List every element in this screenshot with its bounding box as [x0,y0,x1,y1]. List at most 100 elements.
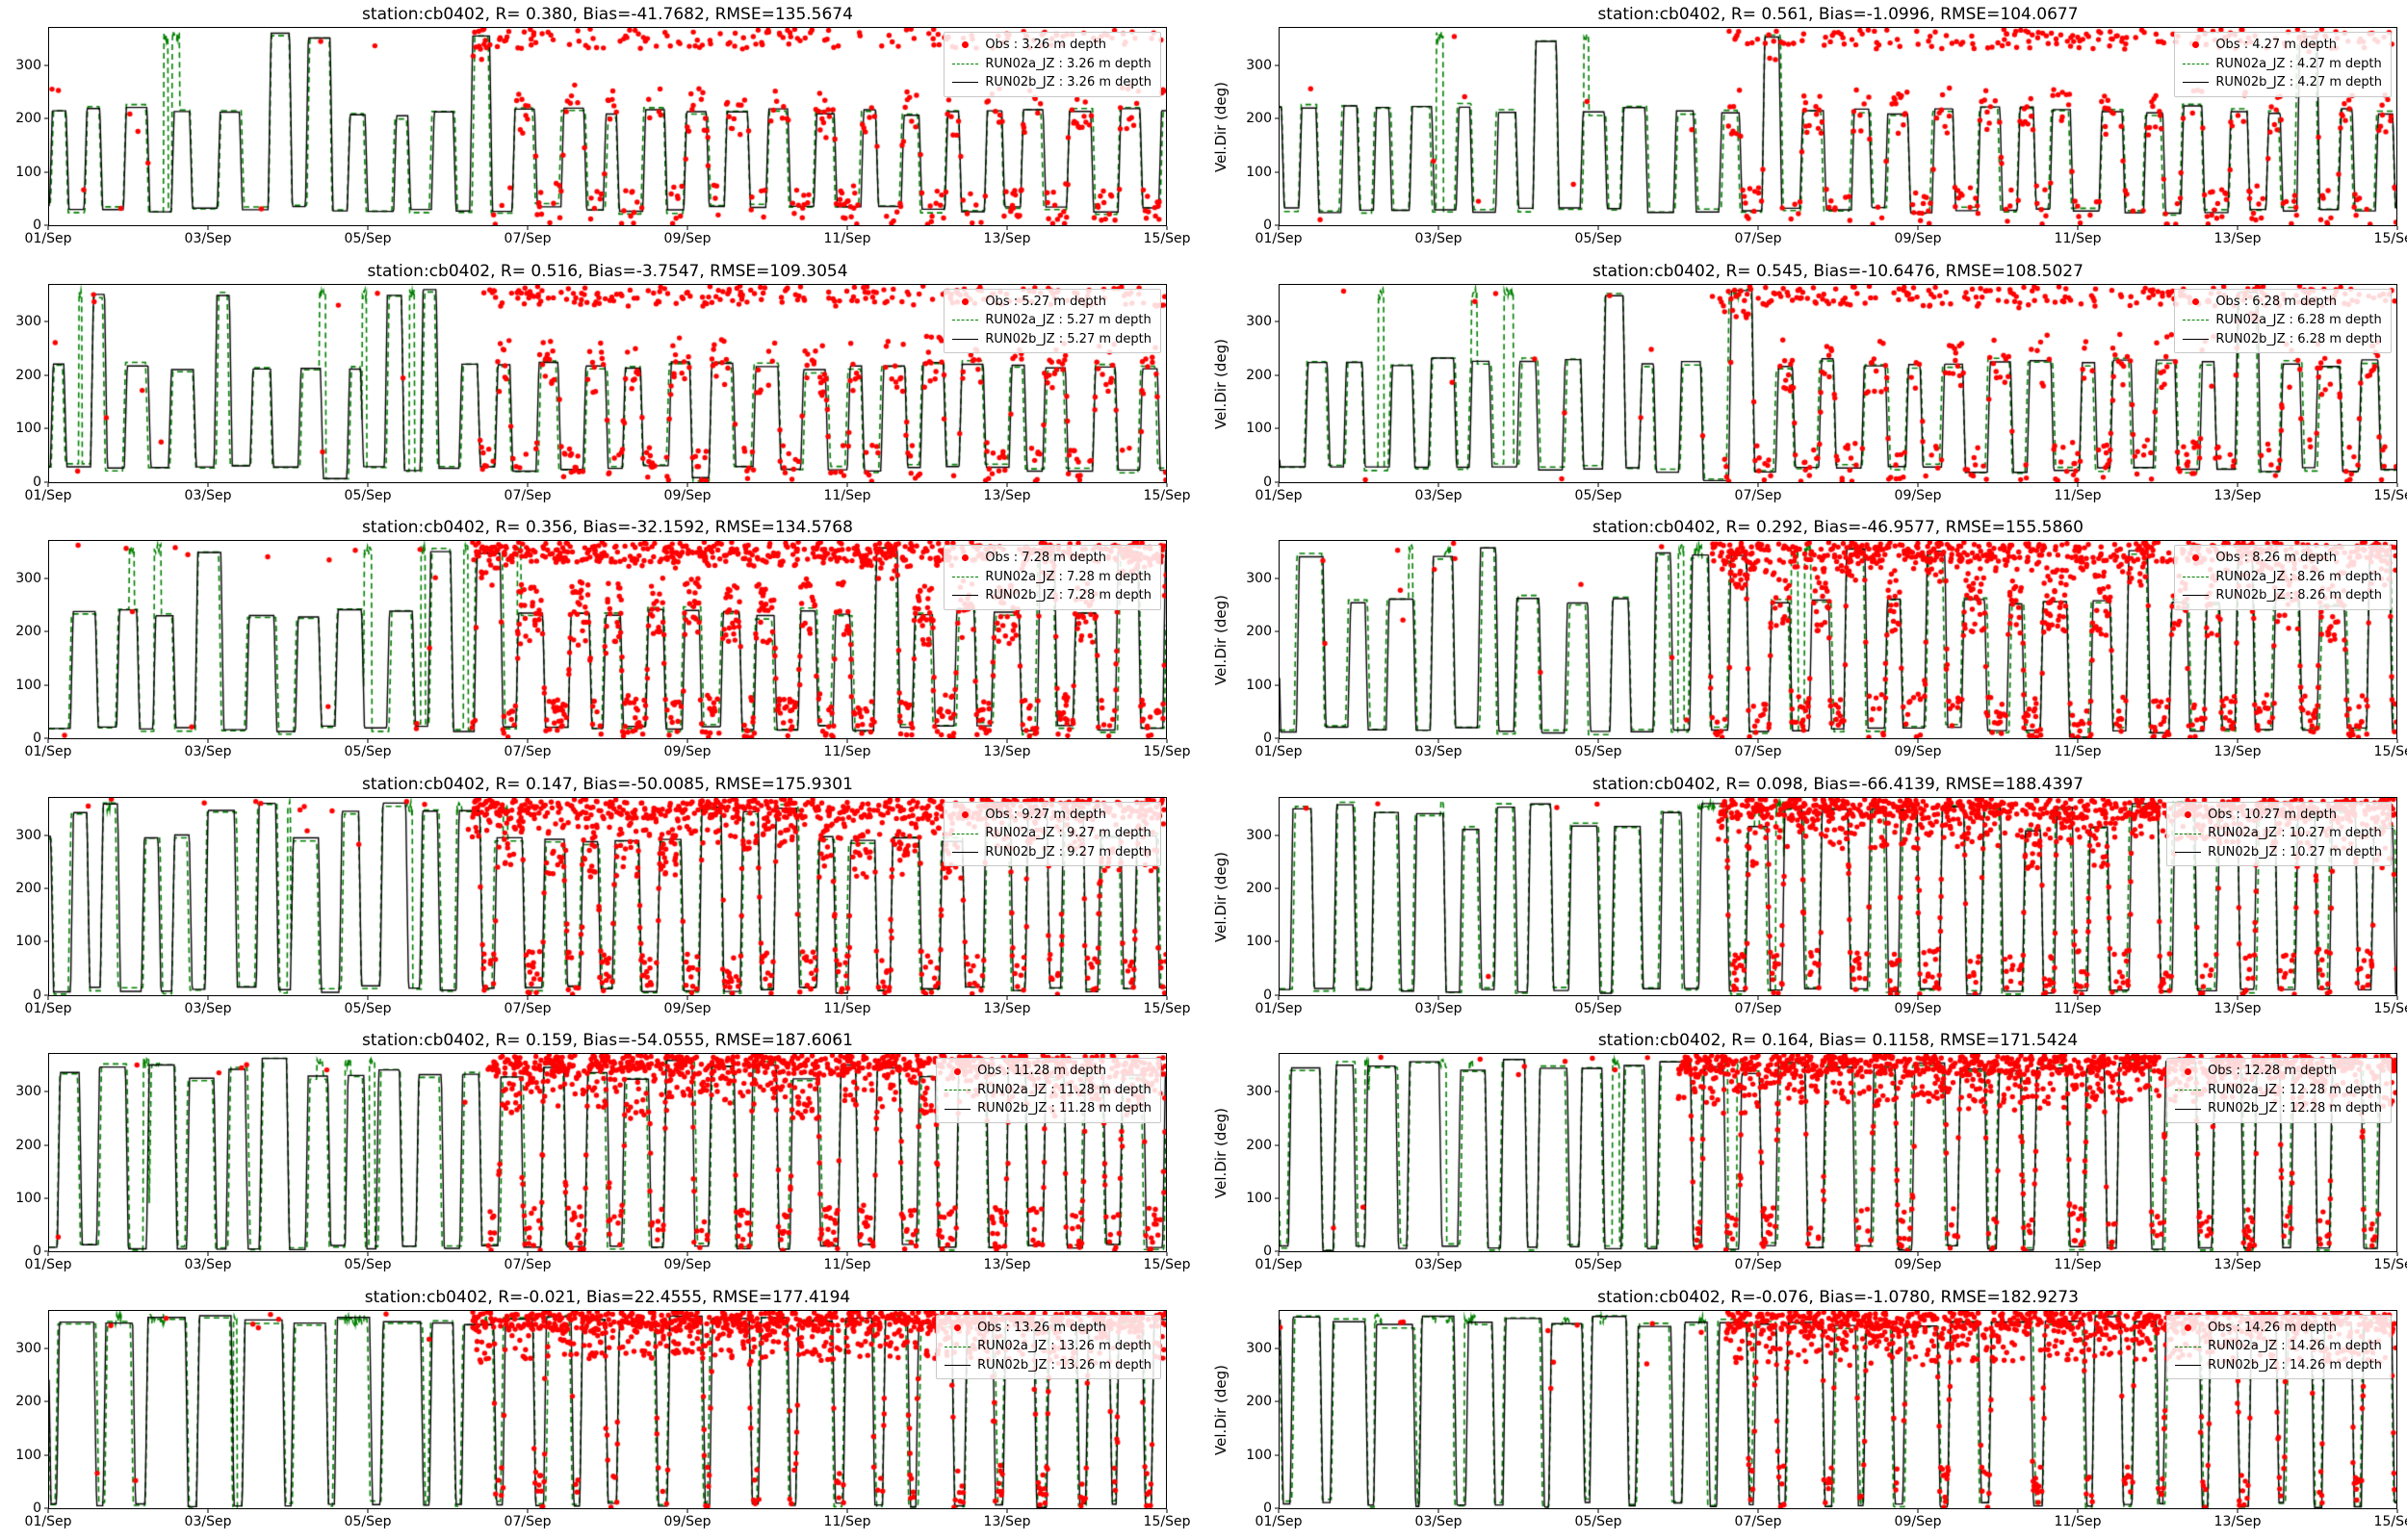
x-tick-mark [2077,1252,2079,1257]
legend-label: Obs : 13.26 m depth [977,1320,1106,1335]
subplot-title: station:cb0402, R= 0.159, Bias=-54.0555,… [362,1031,853,1051]
x-tick-mark [207,482,209,487]
x-tick-mark [47,226,49,230]
x-tick-mark [527,482,529,487]
x-tick-label: 07/Sep [1734,744,1782,760]
y-tick-label: 0 [33,474,41,490]
x-tick-mark [2237,482,2239,487]
x-tick-label: 01/Sep [24,744,72,760]
y-axis-label: Vel.Dir (deg) [1212,851,1229,942]
dashed-line-icon [2173,1346,2202,1348]
legend-label: RUN02a_JZ : 4.27 m depth [2215,56,2382,71]
y-tick-mark [44,1507,48,1509]
y-tick-mark [1275,224,1279,226]
legend: Obs : 11.28 m depth RUN02a_JZ : 11.28 m d… [936,1058,1161,1123]
scatter-marker-icon [943,1067,971,1075]
y-tick-mark [44,427,48,429]
x-tick-mark [1597,739,1599,744]
x-tick-label: 07/Sep [504,487,552,503]
subplot: station:cb0402, R= 0.147, Bias=-50.0085,… [0,770,1204,1027]
plot-area: station:cb0402, R= 0.545, Bias=-10.6476,… [1246,262,2407,503]
x-tick-label: 09/Sep [1894,1257,1942,1273]
solid-line-icon [2173,1365,2202,1367]
x-tick-mark [527,995,529,1000]
legend-label: Obs : 3.26 m depth [985,38,1106,52]
subplot-title: station:cb0402, R= 0.098, Bias=-66.4139,… [1592,774,2083,794]
scatter-marker-icon [2181,554,2210,562]
y-tick-label: 0 [33,218,41,233]
x-tick-mark [1166,995,1168,1000]
x-tick-mark [1757,226,1759,230]
y-axis-label: Vel.Dir (deg) [1212,82,1229,172]
x-tick-mark [367,1508,369,1513]
y-tick-mark [44,940,48,942]
x-tick-label: 05/Sep [1574,744,1622,760]
x-tick-label: 09/Sep [1894,1513,1942,1529]
legend-label: RUN02a_JZ : 8.26 m depth [2215,569,2382,584]
x-tick-label: 01/Sep [24,1000,72,1016]
x-tick-mark [1757,1508,1759,1513]
x-tick-label: 15/Sep [2373,1000,2407,1016]
x-tick-mark [686,1508,688,1513]
y-tick-label: 200 [1246,1137,1272,1153]
y-tick-label: 200 [15,111,41,127]
x-tick-mark [2237,739,2239,744]
x-tick-mark [1006,1508,1008,1513]
y-tick-mark [44,834,48,836]
x-tick-label: 07/Sep [1734,1257,1782,1273]
dashed-line-icon [943,1346,971,1348]
legend-entry: RUN02a_JZ : 4.27 m depth [2181,55,2382,74]
solid-line-icon [2181,338,2210,340]
x-tick-label: 15/Sep [2373,744,2407,760]
y-tick-mark [44,171,48,173]
legend-entry: RUN02a_JZ : 13.26 m depth [943,1337,1152,1356]
plot-area: station:cb0402, R= 0.561, Bias=-1.0996, … [1246,5,2407,246]
legend-label: Obs : 7.28 m depth [985,551,1106,566]
subplot: station:cb0402, R= 0.516, Bias=-3.7547, … [0,257,1204,514]
x-tick-label: 09/Sep [663,231,712,246]
x-tick-label: 11/Sep [2054,744,2102,760]
x-tick-mark [1278,226,1280,230]
y-tick-mark [44,1197,48,1199]
x-tick-label: 05/Sep [344,1000,392,1016]
legend-entry: RUN02b_JZ : 11.28 m depth [943,1099,1152,1118]
legend: Obs : 4.27 m depth RUN02a_JZ : 4.27 m dep… [2174,32,2392,97]
legend: Obs : 9.27 m depth RUN02a_JZ : 9.27 m dep… [944,801,1161,867]
legend: Obs : 3.26 m depth RUN02a_JZ : 3.26 m dep… [944,32,1161,97]
x-tick-mark [207,226,209,230]
legend-label: RUN02a_JZ : 6.28 m depth [2215,313,2382,328]
x-tick-label: 05/Sep [344,744,392,760]
x-tick-label: 15/Sep [1143,744,1191,760]
legend-label: RUN02b_JZ : 5.27 m depth [985,331,1152,346]
scatter-marker-icon [950,41,979,49]
y-tick-label: 100 [1246,677,1272,693]
x-tick-label: 11/Sep [2054,1513,2102,1529]
x-tick-mark [2077,226,2079,230]
solid-line-icon [950,338,979,340]
x-tick-label: 01/Sep [1255,1513,1303,1529]
x-tick-mark [367,226,369,230]
legend-label: RUN02b_JZ : 13.26 m depth [977,1357,1152,1373]
y-tick-label: 0 [33,987,41,1003]
legend-label: RUN02a_JZ : 3.26 m depth [985,56,1152,71]
y-tick-mark [44,374,48,376]
y-tick-mark [1275,117,1279,119]
legend-entry: RUN02a_JZ : 10.27 m depth [2173,824,2382,843]
x-tick-label: 05/Sep [1574,1513,1622,1529]
plot-canvas [48,283,1167,483]
dashed-line-icon [943,1090,971,1091]
x-tick-mark [47,995,49,1000]
legend-entry: RUN02a_JZ : 12.28 m depth [2173,1081,2382,1100]
x-tick-label: 03/Sep [184,1000,232,1016]
scatter-marker-icon [2173,1067,2202,1075]
plot-area: station:cb0402, R=-0.076, Bias=-1.0780, … [1246,1288,2407,1529]
legend-entry: RUN02b_JZ : 4.27 m depth [2181,73,2382,92]
y-tick-label: 300 [15,570,41,586]
dashed-line-icon [950,576,979,578]
legend-label: RUN02b_JZ : 7.28 m depth [985,588,1152,603]
x-tick-mark [846,1508,848,1513]
x-tick-label: 07/Sep [504,1000,552,1016]
subplot: station:cb0402, R= 0.380, Bias=-41.7682,… [0,0,1204,257]
y-tick-label: 200 [15,1137,41,1153]
x-tick-label: 13/Sep [983,1513,1031,1529]
